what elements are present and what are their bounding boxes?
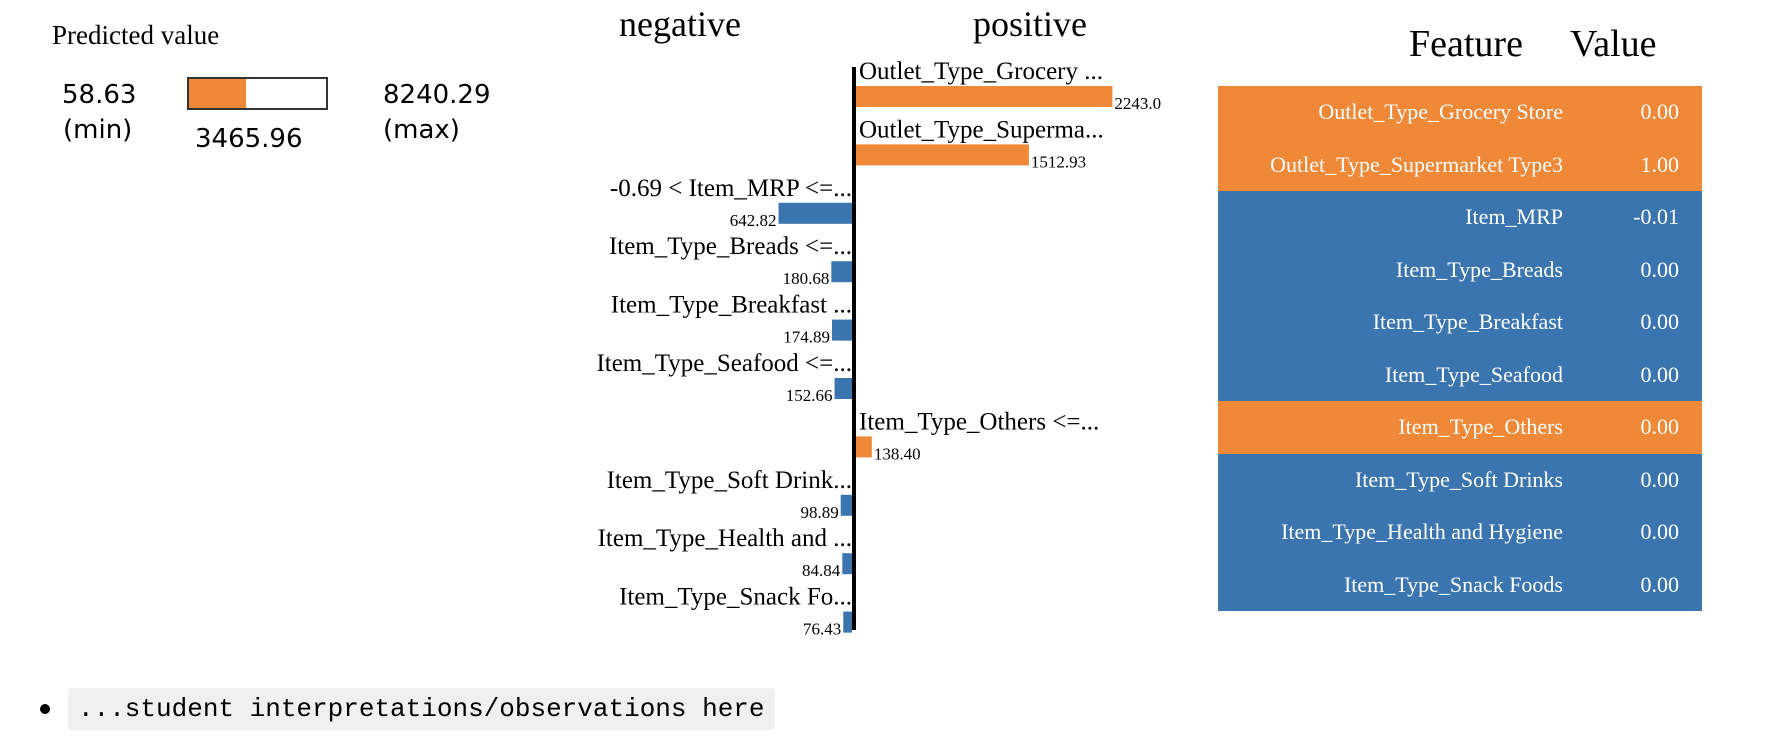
bar-negative bbox=[834, 378, 852, 399]
max-label: (max) bbox=[383, 115, 460, 145]
bar-negative bbox=[843, 611, 852, 633]
positive-header: positive bbox=[973, 4, 1087, 44]
feature-cell: Item_MRP bbox=[1465, 204, 1563, 230]
bar-value-label: 152.66 bbox=[786, 386, 833, 405]
bar-category-label: Outlet_Type_Superma... bbox=[859, 116, 1104, 143]
table-row: Item_Type_Seafood 0.00 bbox=[1218, 348, 1702, 401]
predicted-value-bar-fill bbox=[189, 79, 246, 108]
table-row: Item_Type_Others 0.00 bbox=[1218, 401, 1702, 454]
value-column-header: Value bbox=[1570, 23, 1657, 65]
bar-category-label: -0.69 < Item_MRP <=... bbox=[610, 175, 852, 202]
table-row: Outlet_Type_Supermarket Type3 1.00 bbox=[1218, 138, 1702, 191]
bullet-icon bbox=[40, 704, 50, 714]
value-cell: 0.00 bbox=[1640, 361, 1680, 387]
table-row: Item_Type_Health and Hygiene 0.00 bbox=[1218, 506, 1702, 559]
value-cell: -0.01 bbox=[1633, 204, 1679, 230]
bar-negative bbox=[831, 261, 852, 283]
max-value: 8240.29 bbox=[383, 80, 491, 110]
table-body: Outlet_Type_Grocery Store 0.00 Outlet_Type… bbox=[1218, 86, 1702, 611]
feature-cell: Item_Type_Others bbox=[1398, 414, 1563, 440]
table-row: Item_MRP -0.01 bbox=[1218, 191, 1702, 244]
value-cell: 0.00 bbox=[1640, 309, 1680, 335]
bar-negative bbox=[840, 494, 852, 516]
bar-category-label: Item_Type_Health and ... bbox=[598, 525, 852, 552]
min-value: 58.63 bbox=[62, 80, 137, 110]
bar-value-label: 98.89 bbox=[800, 503, 838, 522]
bar-value-label: 1512.93 bbox=[1031, 152, 1086, 171]
bar-category-label: Item_Type_Others <=... bbox=[859, 408, 1099, 435]
feature-cell: Item_Type_Breads bbox=[1395, 256, 1563, 282]
observations-note: ...student interpretations/observations … bbox=[40, 688, 775, 730]
feature-cell: Item_Type_Health and Hygiene bbox=[1281, 519, 1563, 545]
table-row: Item_Type_Breads 0.00 bbox=[1218, 243, 1702, 296]
bar-value-label: 76.43 bbox=[803, 620, 841, 639]
value-cell: 0.00 bbox=[1640, 571, 1680, 597]
predicted-value-title: Predicted value bbox=[52, 20, 220, 50]
predicted-value-bar bbox=[187, 77, 328, 110]
table-row: Item_Type_Breakfast 0.00 bbox=[1218, 296, 1702, 349]
bar-value-label: 180.68 bbox=[783, 269, 830, 288]
bars-group: Outlet_Type_Grocery ... 2243.0 Outlet_Type… bbox=[596, 58, 1161, 639]
bar-positive bbox=[856, 144, 1029, 166]
bar-negative bbox=[778, 202, 852, 224]
bar-positive bbox=[856, 436, 872, 458]
feature-cell: Item_Type_Breakfast bbox=[1372, 309, 1563, 335]
bar-category-label: Item_Type_Soft Drink... bbox=[607, 467, 852, 494]
bar-negative bbox=[842, 553, 852, 575]
bar-value-label: 642.82 bbox=[730, 211, 777, 230]
feature-value-table: Feature Value Outlet_Type_Grocery Store 0… bbox=[1218, 22, 1702, 611]
table-row: Item_Type_Snack Foods 0.00 bbox=[1218, 558, 1702, 611]
feature-cell: Outlet_Type_Grocery Store bbox=[1318, 99, 1563, 125]
bar-value-label: 174.89 bbox=[783, 328, 830, 347]
bar-category-label: Item_Type_Seafood <=... bbox=[596, 350, 852, 377]
bar-value-label: 138.40 bbox=[874, 444, 921, 463]
bar-category-label: Item_Type_Breakfast ... bbox=[611, 292, 852, 319]
bar-value-label: 2243.0 bbox=[1114, 94, 1161, 113]
predicted-value: 3465.96 bbox=[195, 124, 303, 154]
feature-cell: Item_Type_Snack Foods bbox=[1343, 571, 1563, 597]
bar-negative bbox=[832, 319, 852, 341]
table-header: Feature Value bbox=[1218, 22, 1702, 86]
bar-value-label: 84.84 bbox=[802, 561, 841, 580]
bar-category-label: Item_Type_Breads <=... bbox=[609, 233, 852, 260]
table-row: Item_Type_Soft Drinks 0.00 bbox=[1218, 453, 1702, 506]
value-cell: 0.00 bbox=[1640, 414, 1680, 440]
value-cell: 0.00 bbox=[1640, 519, 1680, 545]
value-cell: 0.00 bbox=[1640, 99, 1680, 125]
bar-positive bbox=[856, 86, 1113, 107]
predicted-value-panel: Predicted value 58.63 (min) 3465.96 8240… bbox=[0, 0, 560, 180]
bar-category-label: Outlet_Type_Grocery ... bbox=[859, 58, 1103, 85]
min-label: (min) bbox=[63, 115, 133, 145]
feature-cell: Item_Type_Seafood bbox=[1384, 361, 1563, 387]
feature-column-header: Feature bbox=[1409, 23, 1523, 65]
value-cell: 0.00 bbox=[1640, 256, 1680, 282]
feature-cell: Item_Type_Soft Drinks bbox=[1354, 466, 1563, 492]
value-cell: 1.00 bbox=[1640, 151, 1680, 177]
value-cell: 0.00 bbox=[1640, 466, 1680, 492]
table-row: Outlet_Type_Grocery Store 0.00 bbox=[1218, 86, 1702, 139]
observations-text: ...student interpretations/observations … bbox=[68, 688, 775, 730]
contribution-chart: negative positive Outlet_Type_Grocery ..… bbox=[596, 4, 1161, 639]
bar-category-label: Item_Type_Snack Fo... bbox=[619, 584, 852, 611]
negative-header: negative bbox=[619, 4, 741, 44]
feature-cell: Outlet_Type_Supermarket Type3 bbox=[1270, 151, 1563, 177]
